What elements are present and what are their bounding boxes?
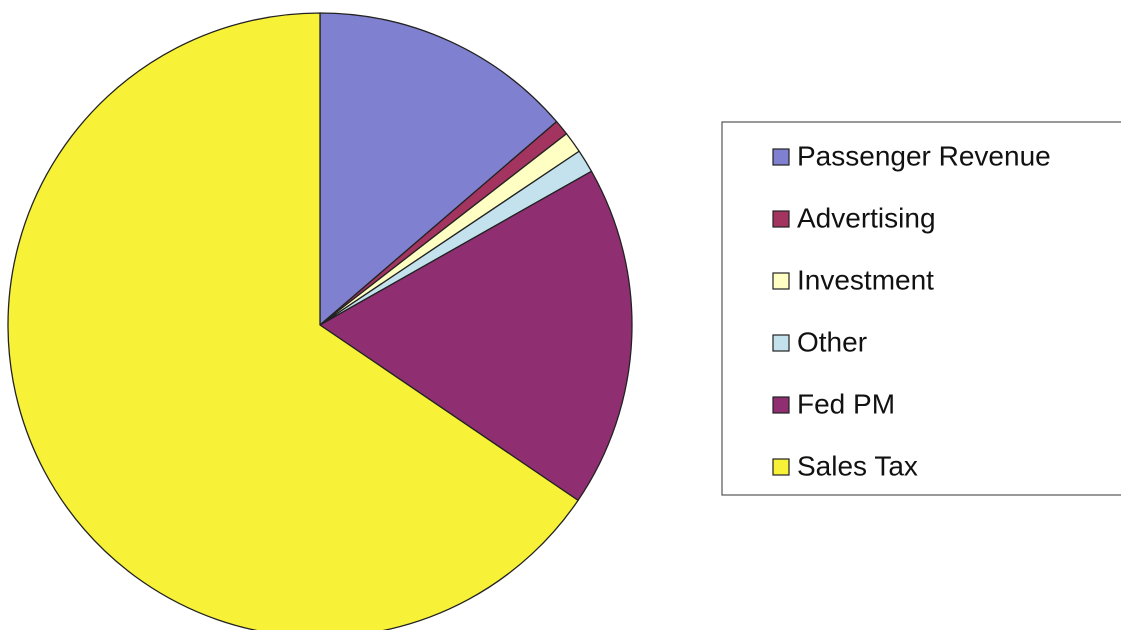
legend-label: Advertising — [797, 202, 936, 233]
legend-label: Other — [797, 326, 867, 357]
legend-label: Fed PM — [797, 388, 895, 419]
legend-swatch — [772, 148, 790, 166]
legend-label: Sales Tax — [797, 450, 918, 481]
pie-slice — [7, 12, 579, 630]
legend-swatch — [772, 334, 790, 352]
legend-swatch — [772, 396, 790, 414]
legend-swatch — [772, 210, 790, 228]
legend-swatch — [772, 272, 790, 290]
pie-slice — [319, 12, 558, 326]
legend-box — [721, 121, 1121, 496]
pie-slice — [319, 170, 633, 502]
legend-swatch — [772, 458, 790, 476]
legend-label: Investment — [797, 264, 934, 295]
legend-label: Passenger Revenue — [797, 140, 1051, 171]
